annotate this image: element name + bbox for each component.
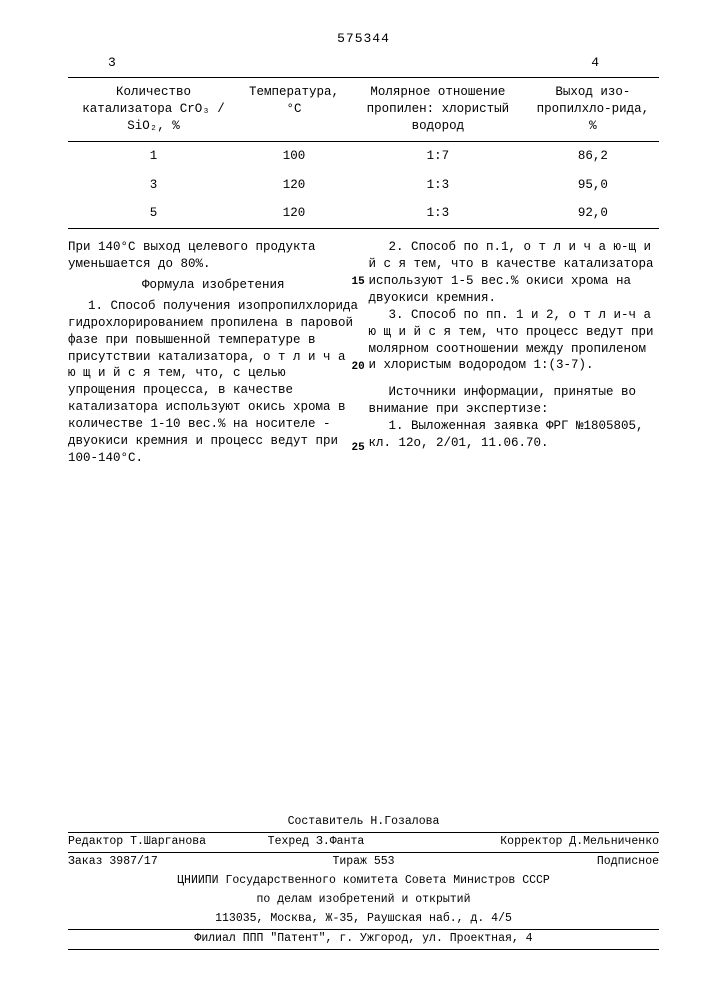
cell: 1:3 [349,171,527,200]
document-number: 575344 [68,30,659,48]
line-number-gutter: 15 20 25 [352,239,365,456]
line-marker: 25 [352,441,365,456]
cell: 1 [68,141,239,170]
sources-title: Источники информации, принятые во вниман… [369,384,660,418]
footer-editor: Редактор Т.Шарганова [68,835,260,850]
footer-credits: Редактор Т.Шарганова Техред З.Фанта Корр… [68,832,659,852]
cell: 1:3 [349,199,527,228]
cell: 1:7 [349,141,527,170]
footer: Составитель Н.Гозалова Редактор Т.Шарган… [68,813,659,950]
footer-corrector: Корректор Д.Мельниченко [467,835,659,850]
right-column: 2. Способ по п.1, о т л и ч а ю-щ и й с … [369,239,660,466]
footer-podpisnoe: Подписное [467,855,659,870]
source-1: 1. Выложенная заявка ФРГ №1805805, кл. 1… [369,418,660,452]
left-column: При 140°C выход целевого продукта уменьш… [68,239,359,466]
cell: 120 [239,199,349,228]
footer-order-row: Заказ 3987/17 Тираж 553 Подписное [68,852,659,872]
table-row: 5 120 1:3 92,0 [68,199,659,228]
note-text: При 140°C выход целевого продукта уменьш… [68,239,359,273]
cell: 95,0 [527,171,659,200]
footer-org2: по делам изобретений и открытий [68,891,659,910]
table-row: 3 120 1:3 95,0 [68,171,659,200]
cell: 5 [68,199,239,228]
footer-org1: ЦНИИПИ Государственного комитета Совета … [68,872,659,891]
th-1: Количество катализатора CrO₃ / SiO₂, % [68,78,239,142]
table-row: 1 100 1:7 86,2 [68,141,659,170]
footer-techred: Техред З.Фанта [268,835,460,850]
line-marker: 15 [352,275,365,290]
body-columns: 15 20 25 При 140°C выход целевого продук… [68,239,659,466]
claim-3: 3. Способ по пп. 1 и 2, о т л и-ч а ю щ … [369,307,660,375]
cell: 86,2 [527,141,659,170]
th-3: Молярное отношение пропилен: хлористый в… [349,78,527,142]
cell: 100 [239,141,349,170]
page-right: 4 [591,54,599,72]
footer-addr2: Филиал ППП "Патент", г. Ужгород, ул. Про… [68,930,659,950]
line-marker: 20 [352,360,365,375]
th-4: Выход изо-пропилхло-рида, % [527,78,659,142]
footer-order: Заказ 3987/17 [68,855,260,870]
page-numbers: 3 4 [68,54,659,72]
data-table: Количество катализатора CrO₃ / SiO₂, % Т… [68,77,659,229]
formula-title: Формула изобретения [68,277,359,294]
th-2: Температура, °C [239,78,349,142]
footer-composer: Составитель Н.Гозалова [68,813,659,832]
footer-addr1: 113035, Москва, Ж-35, Раушская наб., д. … [68,910,659,930]
page-left: 3 [108,54,116,72]
claim-2: 2. Способ по п.1, о т л и ч а ю-щ и й с … [369,239,660,307]
footer-tirazh: Тираж 553 [268,855,460,870]
cell: 92,0 [527,199,659,228]
cell: 120 [239,171,349,200]
cell: 3 [68,171,239,200]
claim-1: 1. Способ получения изопропилхлорида гид… [68,298,359,467]
